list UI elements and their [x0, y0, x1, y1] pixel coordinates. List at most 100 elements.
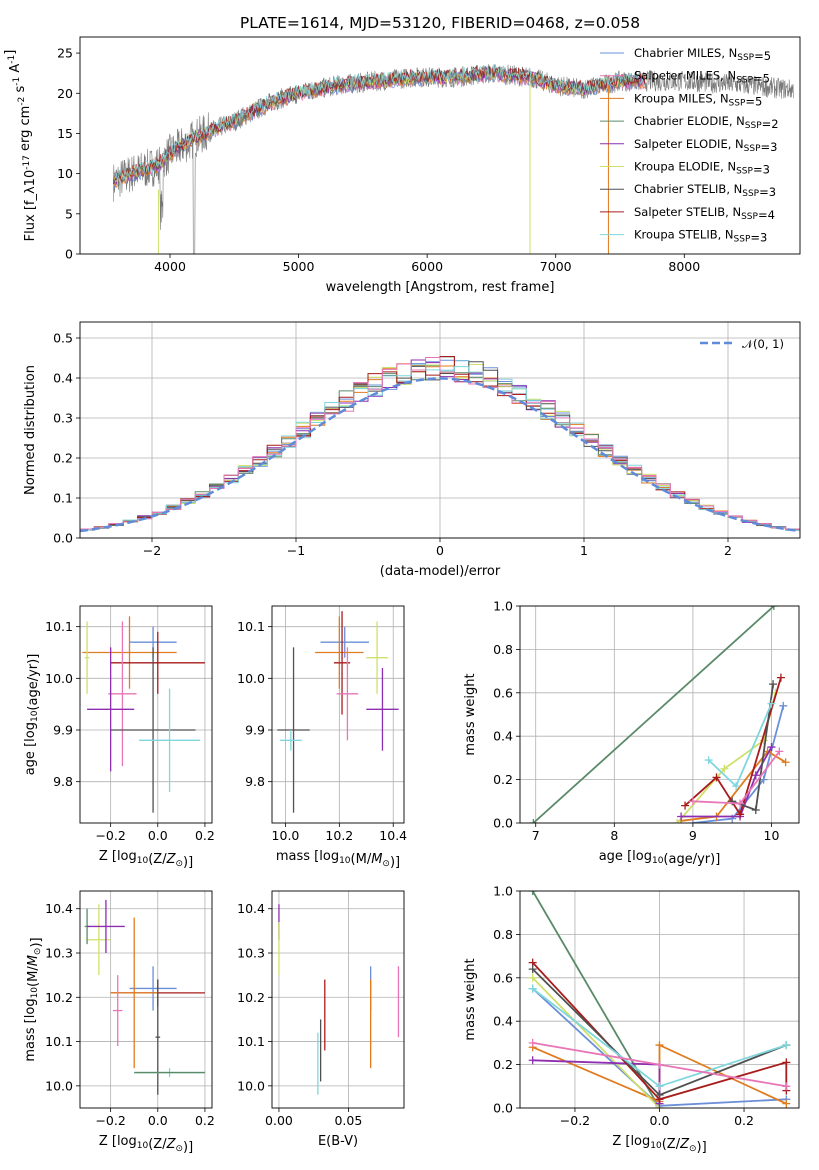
tick-label-y: 10.4 — [45, 901, 73, 916]
normal-reference-curve — [80, 377, 800, 533]
axes-frame — [79, 321, 801, 539]
tick-label-y: 10.1 — [237, 619, 265, 634]
tick-label-y: 0.8 — [493, 642, 513, 657]
axes-frame — [271, 890, 405, 1109]
tick-label-x: −1 — [287, 543, 305, 558]
weight-point-marker — [528, 1038, 537, 1047]
tick-label-y: 10.0 — [237, 671, 265, 686]
tick-label-y: 10.2 — [45, 990, 73, 1005]
weight-point-marker — [759, 775, 768, 784]
weight-point-marker — [782, 1041, 791, 1050]
tick-label-y: 9.9 — [53, 723, 73, 738]
tick-label-y: 0.6 — [493, 685, 513, 700]
legend-entry: Kroupa MILES, NSSP=5 — [634, 91, 762, 108]
panel-mass-vs-Z: −0.2 0.0 0.2 10.0 10.1 10.2 10.3 10.4 Z [log10(Z… — [23, 890, 215, 1155]
tick-label-x: 9 — [689, 828, 697, 843]
tick-label-x: −0.2 — [95, 1113, 125, 1128]
legend-entry: Salpeter STELIB, NSSP=4 — [634, 205, 775, 222]
tick-label-x: 10.2 — [325, 828, 353, 843]
y-axis-label: Flux [f_λ10-17 erg cm-2 s-1 A-1] — [3, 50, 38, 242]
tick-label-y: 1.0 — [493, 599, 513, 614]
y-axis-label: mass [log10(M/M⊙)] — [23, 937, 44, 1061]
weight-point-marker — [775, 747, 784, 756]
tick-label-y: 0.2 — [493, 772, 513, 787]
y-axis-label: Normed distribution — [23, 365, 38, 495]
weight-point-marker — [782, 1058, 791, 1067]
plot-area — [113, 63, 794, 254]
x-axis-label: Z [log10(Z/Z⊙)] — [99, 849, 193, 870]
y-axis-label: age [log10(age/yr)] — [23, 654, 41, 776]
plot-area — [84, 899, 205, 1095]
tick-label-y: 15 — [57, 126, 73, 141]
tick-label-x: 0.00 — [265, 1113, 293, 1128]
tick-label-x: 0.2 — [734, 1113, 754, 1128]
weight-series-line — [532, 606, 775, 823]
x-axis-label: Z [log10(Z/Z⊙)] — [99, 1134, 193, 1155]
axes-frame — [79, 605, 213, 824]
tick-label-y: 0.4 — [493, 1014, 513, 1029]
axes-frame — [79, 890, 213, 1109]
weight-point-marker — [712, 773, 721, 782]
legend-entry: Chabrier MILES, NSSP=5 — [634, 46, 771, 63]
panel-mass-weight-vs-Z: −0.2 0.0 0.2 0.0 0.2 0.4 0.6 0.8 1.0 Z [log10(Z/Z… — [463, 884, 800, 1155]
x-axis-label: age [log10(age/yr)] — [599, 849, 721, 867]
tick-label-y: 0.2 — [53, 451, 73, 466]
weight-series-line — [680, 750, 787, 822]
tick-label-y: 25 — [57, 46, 73, 61]
y-axis-label: mass weight — [463, 673, 478, 755]
axes-frame — [519, 605, 800, 824]
tick-label-y: 0.3 — [53, 411, 73, 426]
tick-label-x: 5000 — [283, 259, 315, 274]
tick-label-x: 0 — [436, 543, 444, 558]
weight-point-marker — [677, 812, 686, 821]
panel-residuals: −2 −1 0 1 2 0.0 0.1 0.2 0.3 0.4 0.5 (data-model)/er… — [23, 321, 801, 579]
weight-point-marker — [528, 1056, 537, 1065]
tick-label-x: 0.2 — [195, 828, 215, 843]
tick-label-x: −0.2 — [95, 828, 125, 843]
tick-label-y: 0.4 — [53, 371, 73, 386]
weight-point-marker — [736, 810, 745, 819]
tick-label-x: 8 — [610, 828, 618, 843]
tick-label-y: 10.1 — [237, 1034, 265, 1049]
tick-label-x: 8000 — [668, 259, 700, 274]
panel-age-vs-mass: 10.0 10.2 10.4 9.8 9.9 10.0 10.1 mass [log10(M/… — [237, 605, 407, 870]
panel-age-vs-Z: −0.2 0.0 0.2 9.8 9.9 10.0 10.1 Z [log10(Z/Z⊙)] a… — [23, 605, 215, 870]
weight-series-line — [532, 1059, 661, 1104]
weight-series-line — [531, 891, 661, 1108]
weight-point-marker — [769, 606, 778, 610]
tick-label-x: 7 — [532, 828, 540, 843]
weight-point-marker — [782, 1099, 791, 1108]
weight-point-marker — [732, 782, 741, 791]
tick-label-y: 10.2 — [237, 990, 265, 1005]
tick-label-y: 0.8 — [493, 927, 513, 942]
tick-label-y: 10.0 — [45, 671, 73, 686]
legend-entry: 𝒩(0, 1) — [742, 337, 784, 351]
weight-series-line — [692, 705, 785, 823]
weight-series-line — [532, 977, 661, 1108]
tick-label-y: 1.0 — [493, 884, 513, 899]
tick-label-x: −0.2 — [560, 1113, 590, 1128]
tick-label-x: 0.05 — [334, 1113, 362, 1128]
panel-mass-vs-EBV: 0.00 0.05 10.0 10.1 10.2 10.3 10.4 E(B-V) — [237, 890, 405, 1149]
x-axis-label: Z [log10(Z/Z⊙)] — [612, 1134, 706, 1155]
weight-point-marker — [704, 756, 713, 765]
tick-label-y: 0.6 — [493, 970, 513, 985]
weight-point-marker — [673, 819, 682, 823]
tick-label-y: 0.0 — [53, 531, 73, 546]
tick-label-y: 0.0 — [493, 1101, 513, 1116]
tick-label-y: 20 — [57, 86, 73, 101]
tick-label-y: 0.4 — [493, 729, 513, 744]
plot-area — [278, 904, 400, 1095]
panel-spectrum: 4000 5000 6000 7000 8000 0 5 10 15 20 25 wavelength… — [3, 36, 801, 295]
legend-entry: Salpeter ELODIE, NSSP=3 — [634, 137, 777, 154]
panel-mass-weight-vs-age: 7 8 9 10 0.0 0.2 0.4 0.6 0.8 1.0 age [log10(age/yr… — [463, 599, 800, 867]
tick-label-y: 10.0 — [237, 1078, 265, 1093]
tick-label-y: 5 — [65, 206, 73, 221]
tick-label-x: 0.0 — [148, 828, 168, 843]
tick-label-x: 2 — [724, 543, 732, 558]
weight-point-marker — [529, 819, 538, 823]
tick-label-y: 10.1 — [45, 1034, 73, 1049]
tick-label-x: 10.0 — [272, 828, 300, 843]
tick-label-y: 10 — [57, 166, 73, 181]
x-axis-label: wavelength [Angstrom, rest frame] — [326, 280, 555, 295]
